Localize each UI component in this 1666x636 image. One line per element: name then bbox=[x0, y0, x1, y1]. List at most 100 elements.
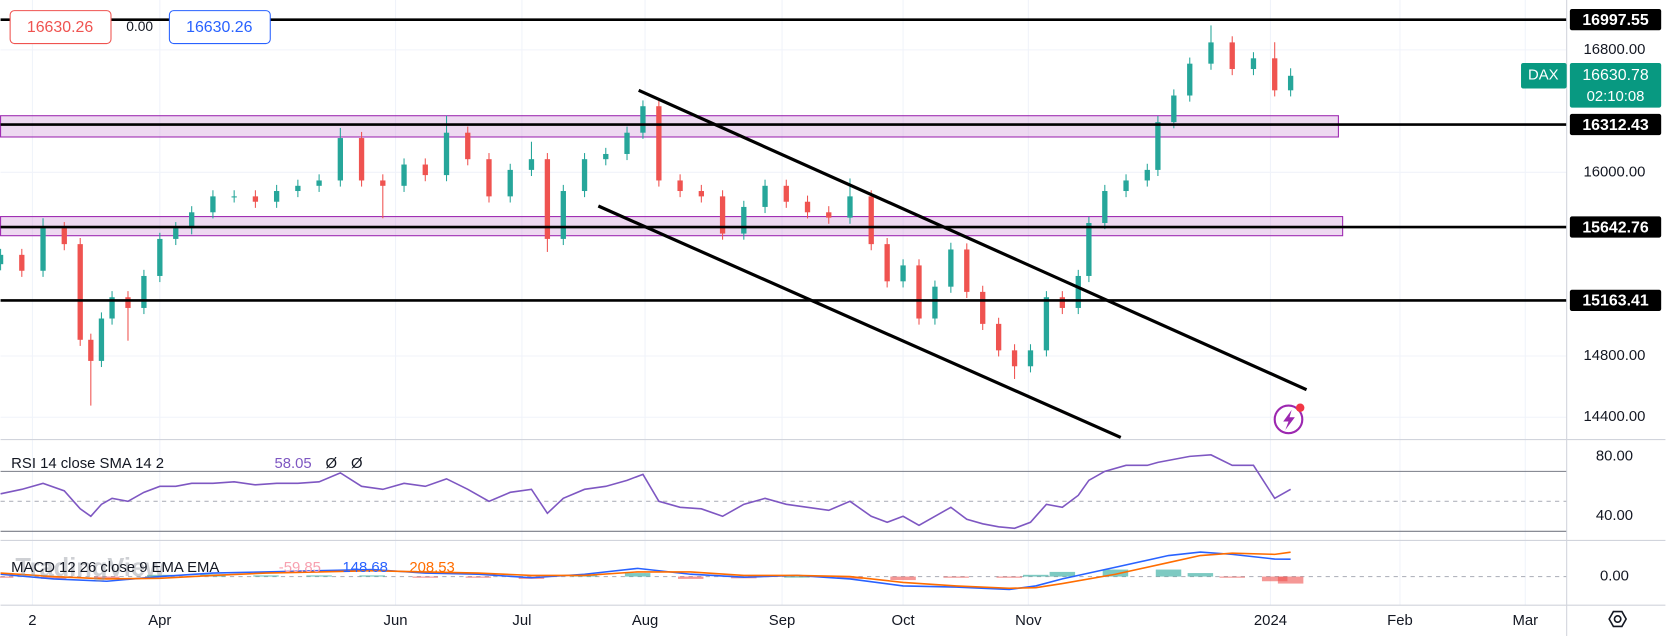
candle-body bbox=[1155, 122, 1161, 170]
candle-body bbox=[1208, 42, 1214, 64]
histogram-value: -59.85 bbox=[279, 560, 321, 576]
histogram-bar bbox=[147, 574, 173, 577]
candle-body bbox=[295, 185, 301, 192]
candle-body bbox=[1287, 75, 1294, 91]
candle-body bbox=[61, 228, 67, 245]
histogram-bar bbox=[465, 576, 492, 578]
rsi-line bbox=[0, 454, 1292, 530]
histogram-bar bbox=[253, 575, 279, 577]
candle-body bbox=[252, 196, 259, 202]
histogram-bar bbox=[412, 576, 439, 578]
x-tick-label: Oct bbox=[892, 613, 916, 629]
sell-price[interactable]: 16630.26 bbox=[27, 19, 93, 36]
candle-body bbox=[77, 244, 83, 340]
histogram-bar bbox=[1219, 576, 1245, 578]
flash-dot[interactable] bbox=[1295, 403, 1305, 412]
y-tick-label: 14800.00 bbox=[1583, 348, 1645, 364]
histogram-bar bbox=[677, 576, 704, 579]
candle-body bbox=[528, 159, 535, 170]
candle-body bbox=[719, 196, 726, 234]
candle-body bbox=[995, 323, 1002, 351]
candle-body bbox=[273, 191, 280, 202]
last-price-box bbox=[1569, 63, 1662, 108]
candle-body bbox=[964, 249, 970, 292]
candle-body bbox=[603, 153, 609, 160]
candle-body bbox=[88, 339, 94, 361]
histogram-bar bbox=[1102, 569, 1129, 577]
candle-body bbox=[422, 164, 428, 176]
settings-icon[interactable] bbox=[1608, 610, 1628, 628]
candle-body bbox=[762, 185, 768, 207]
macd-line bbox=[0, 551, 1291, 591]
x-tick-label: Aug bbox=[632, 613, 658, 629]
flash-icon[interactable] bbox=[1273, 403, 1305, 435]
level-label: 15642.76 bbox=[1582, 219, 1648, 236]
sell-button[interactable] bbox=[9, 10, 112, 45]
candle-body bbox=[900, 265, 906, 282]
candle-body bbox=[189, 212, 195, 229]
x-tick-label: 2 bbox=[28, 613, 36, 629]
candle-body bbox=[1059, 297, 1065, 308]
candle-body bbox=[624, 132, 630, 154]
histogram-bar bbox=[1155, 569, 1182, 577]
trend-line bbox=[597, 204, 1122, 439]
macd-value: 148.68 bbox=[342, 560, 387, 576]
buy-price[interactable]: 16630.26 bbox=[186, 19, 252, 36]
buy-button[interactable] bbox=[168, 10, 271, 45]
rsi-extra: Ø bbox=[325, 456, 337, 472]
histogram-bar bbox=[306, 575, 332, 577]
candle-body bbox=[1250, 58, 1257, 70]
candle-body bbox=[1102, 191, 1108, 224]
candle-body bbox=[173, 228, 179, 239]
histogram-bar bbox=[784, 576, 810, 578]
candle-body bbox=[916, 265, 922, 319]
histogram-bar bbox=[359, 575, 385, 577]
histogram-bar bbox=[1187, 573, 1214, 577]
histogram-bar bbox=[1023, 574, 1049, 577]
x-tick-label: 2024 bbox=[1254, 613, 1287, 629]
candle-body bbox=[98, 318, 105, 361]
histogram-bar bbox=[1277, 576, 1304, 584]
watermark: TradingView bbox=[15, 554, 165, 582]
histogram-bar bbox=[0, 576, 14, 578]
histogram-bar bbox=[890, 576, 916, 581]
histogram-bar bbox=[94, 576, 120, 579]
candle-body bbox=[1123, 180, 1129, 192]
candle-body bbox=[741, 206, 747, 234]
candle-body bbox=[868, 196, 874, 245]
candle-body bbox=[231, 196, 237, 198]
candle-body bbox=[1171, 95, 1177, 123]
candle-body bbox=[337, 138, 343, 181]
histogram-bar bbox=[1049, 571, 1076, 577]
signal-value: 208.53 bbox=[409, 560, 454, 576]
candle-body bbox=[465, 132, 471, 160]
candle-body bbox=[157, 238, 163, 276]
candle-body bbox=[210, 196, 216, 213]
candle-body bbox=[1144, 169, 1150, 181]
y-tick-label: 0.00 bbox=[1600, 568, 1629, 584]
candle-body bbox=[826, 212, 832, 218]
level-label-box bbox=[1569, 289, 1662, 312]
symbol-label-box bbox=[1521, 63, 1567, 89]
candle-body bbox=[783, 185, 789, 202]
gear-outline[interactable] bbox=[1608, 610, 1628, 628]
macd-title: MACD 12 26 close 9 EMA EMA bbox=[11, 560, 219, 576]
last-price-label: 16630.78 bbox=[1582, 67, 1648, 84]
candle-body bbox=[1011, 350, 1018, 367]
flash-bolt[interactable] bbox=[1283, 409, 1295, 431]
rsi-extra: Ø bbox=[351, 456, 363, 472]
candle-body bbox=[443, 132, 450, 176]
candle-body bbox=[1075, 275, 1081, 308]
candle-body bbox=[1187, 63, 1193, 96]
rsi-title: RSI 14 close SMA 14 2 bbox=[11, 456, 164, 472]
gear-center[interactable] bbox=[1613, 615, 1622, 623]
candle-body bbox=[698, 191, 704, 197]
candle-body bbox=[847, 196, 853, 218]
candle-body bbox=[544, 159, 551, 239]
candle-body bbox=[640, 106, 646, 133]
histogram-bar bbox=[837, 576, 863, 579]
y-tick-label: 80.00 bbox=[1596, 448, 1633, 464]
